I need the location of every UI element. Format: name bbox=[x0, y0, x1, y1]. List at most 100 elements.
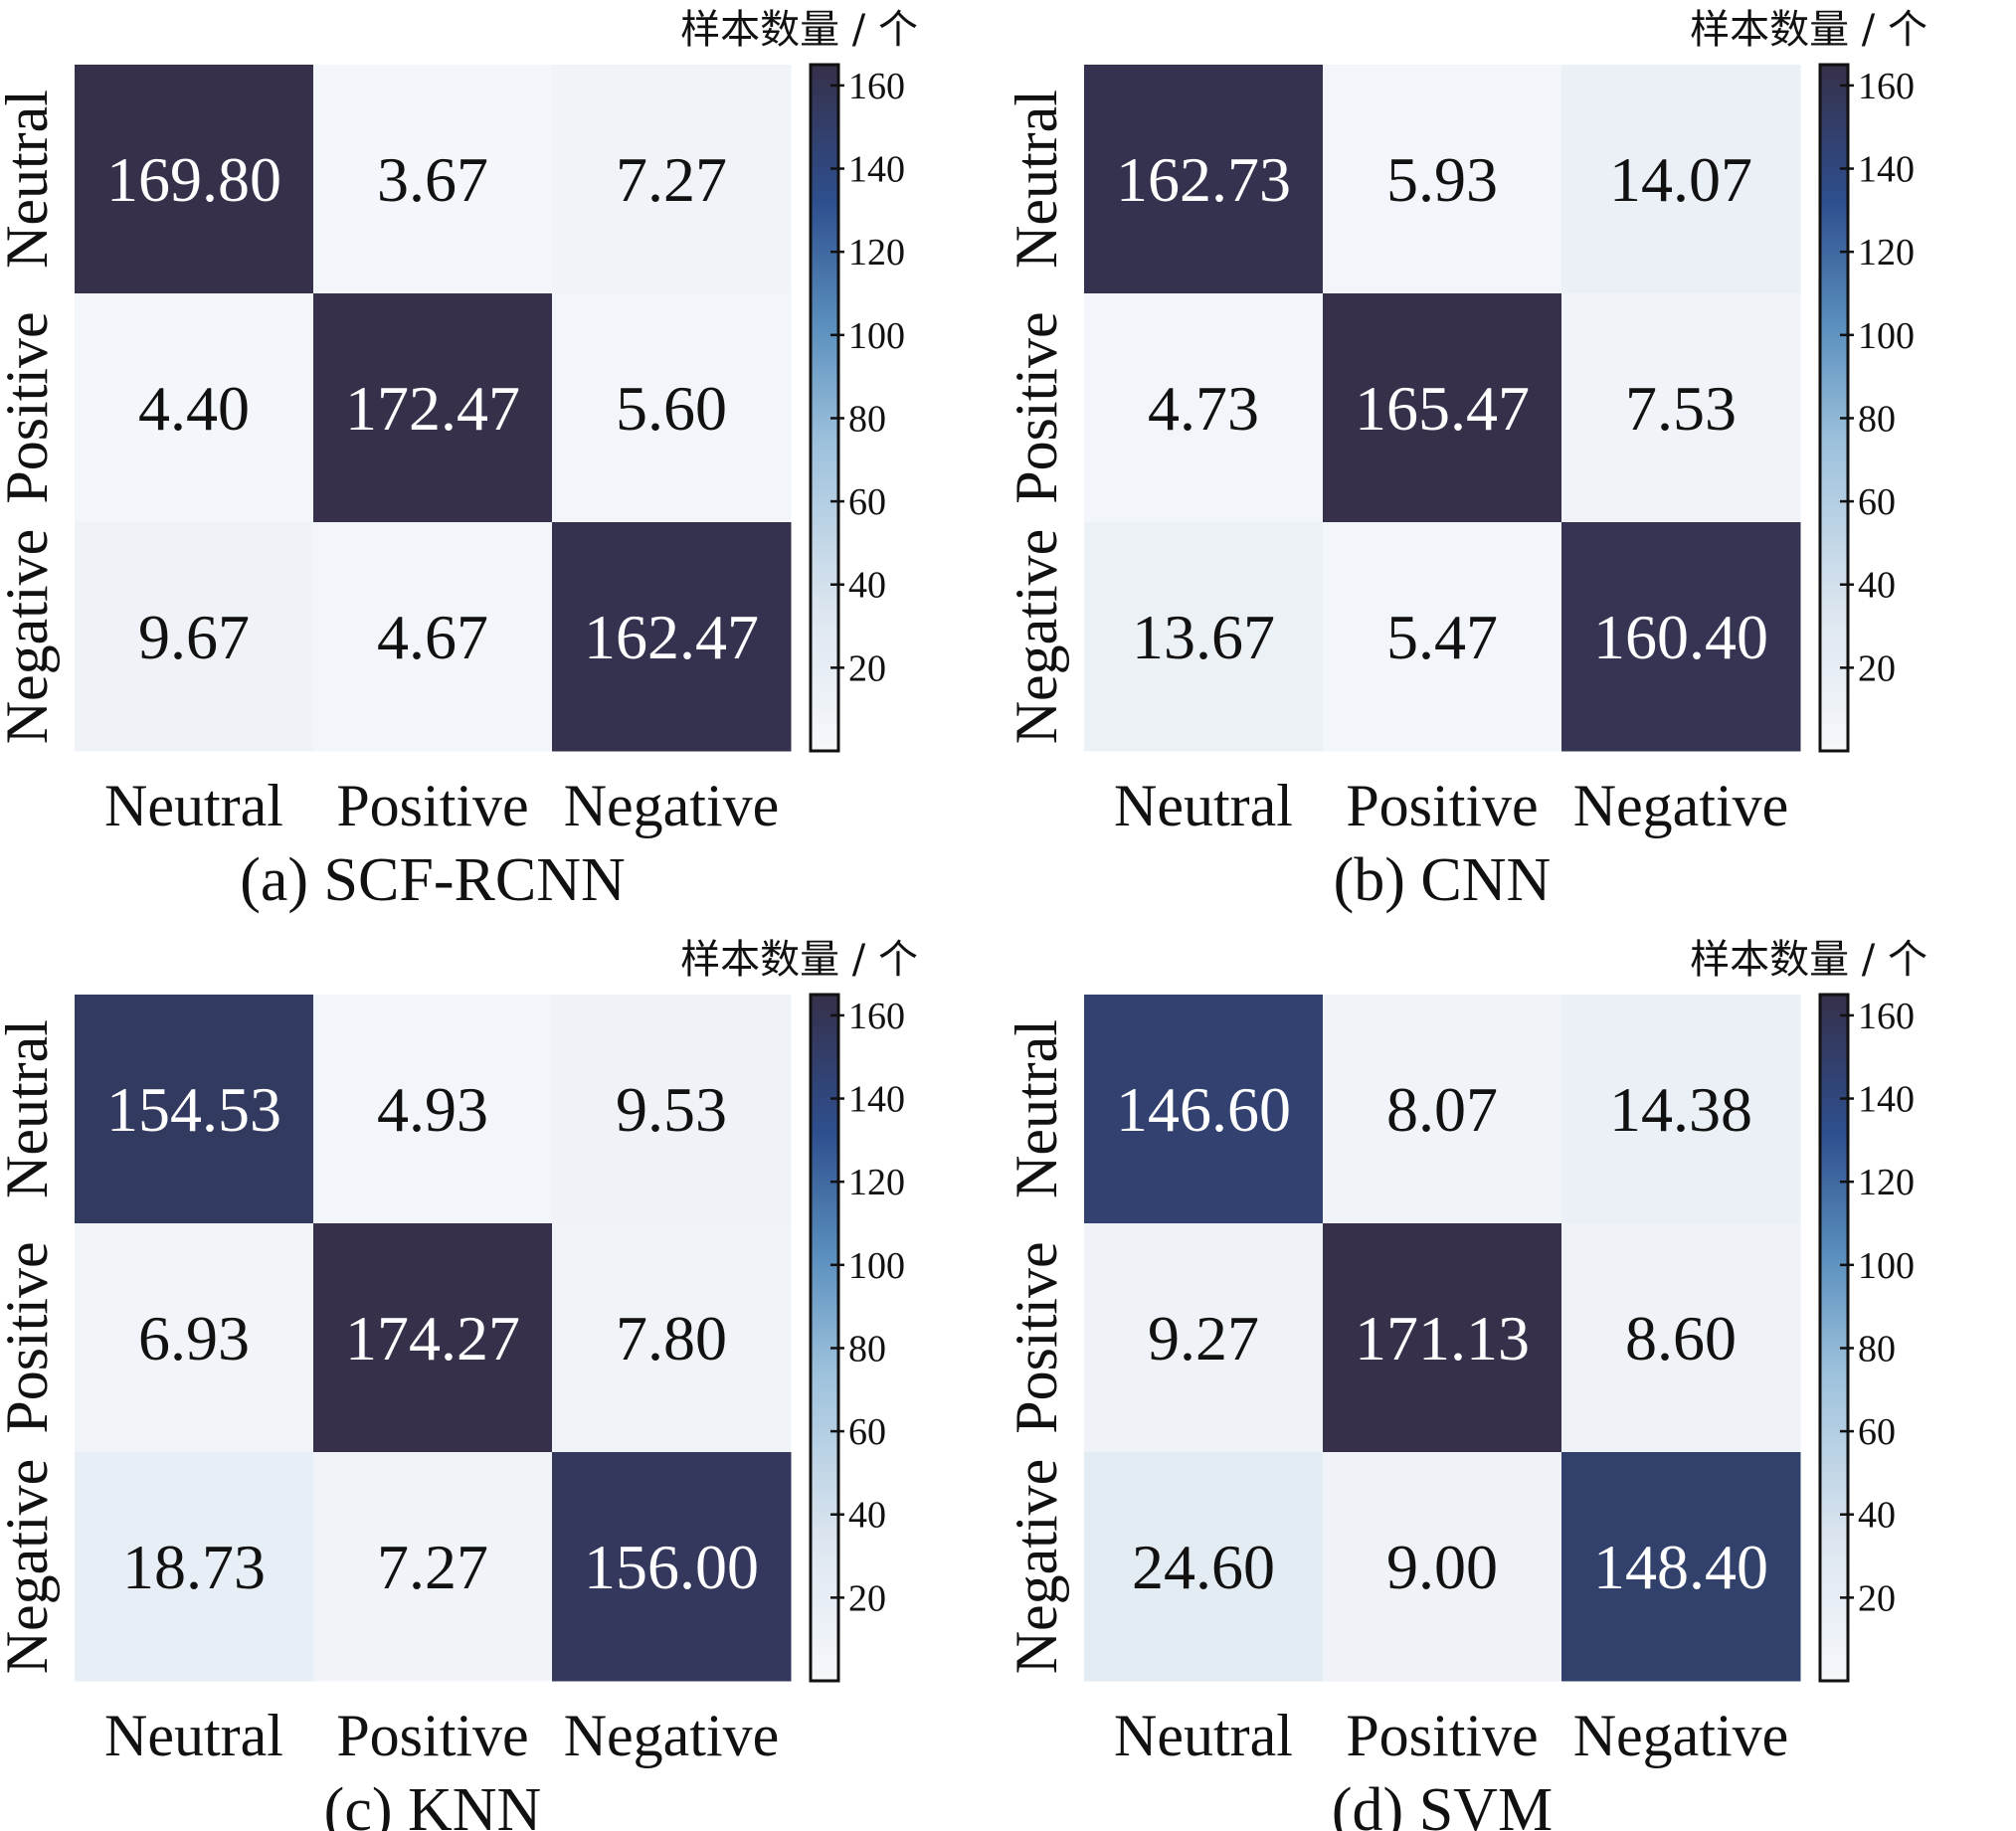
cell-value-label: 169.80 bbox=[106, 144, 281, 215]
colorbar-tick-label: 140 bbox=[1858, 149, 1915, 191]
cell-value-label: 14.07 bbox=[1609, 144, 1752, 215]
cell-value-label: 18.73 bbox=[122, 1532, 266, 1602]
matrix-cell bbox=[1323, 293, 1562, 523]
colorbar-unit-label: 样本数量 / 个 bbox=[1690, 937, 1927, 983]
matrix-cell bbox=[1561, 1223, 1801, 1453]
colorbar bbox=[809, 993, 840, 1683]
cell-value-label: 146.60 bbox=[1116, 1074, 1291, 1145]
matrix-cell bbox=[552, 1452, 792, 1682]
matrix-cell bbox=[1084, 1452, 1324, 1682]
confusion-matrix-panel-1: 169.80 3.67 7.27 4.40 172.47 5.60 9.67 4.67 162.… bbox=[0, 7, 918, 914]
subplot-caption: (a) SCF-RCNN bbox=[240, 846, 626, 914]
x-tick-label: Negative bbox=[1573, 773, 1789, 838]
y-tick-label: Negative bbox=[0, 1459, 60, 1675]
cell-value-label: 160.40 bbox=[1593, 602, 1768, 672]
colorbar-tick-label: 100 bbox=[1858, 315, 1915, 357]
cell-value-label: 14.38 bbox=[1609, 1074, 1752, 1145]
matrix-cell bbox=[1084, 1223, 1324, 1453]
colorbar-tick-label: 160 bbox=[1858, 66, 1915, 107]
colorbar-tick-label: 20 bbox=[1858, 647, 1896, 689]
x-tick-label: Negative bbox=[564, 1703, 780, 1768]
colorbar-tick-label: 40 bbox=[848, 565, 886, 607]
colorbar-tick-label: 40 bbox=[848, 1495, 886, 1537]
cell-value-label: 9.53 bbox=[616, 1074, 727, 1145]
colorbar-tick-label: 80 bbox=[1858, 398, 1896, 440]
matrix-cell bbox=[1561, 995, 1801, 1224]
colorbar-tick-label: 160 bbox=[1858, 996, 1915, 1037]
colorbar-tick-label: 100 bbox=[1858, 1245, 1915, 1287]
subplot-caption: (d) SVM bbox=[1332, 1776, 1553, 1831]
colorbar-tick-label: 100 bbox=[848, 315, 905, 357]
colorbar-tick-label: 160 bbox=[848, 996, 905, 1037]
matrix-cell bbox=[1323, 522, 1562, 752]
x-tick-label: Positive bbox=[1346, 773, 1538, 838]
colorbar-tick-label: 80 bbox=[1858, 1328, 1896, 1370]
matrix-cell bbox=[313, 1223, 553, 1453]
y-tick-label: Positive bbox=[0, 1241, 60, 1433]
cell-value-label: 13.67 bbox=[1132, 602, 1275, 672]
x-tick-label: Positive bbox=[336, 773, 528, 838]
cell-value-label: 4.93 bbox=[377, 1074, 488, 1145]
colorbar-tick-label: 120 bbox=[848, 232, 905, 274]
x-tick-label: Negative bbox=[1573, 1703, 1789, 1768]
cell-value-label: 24.60 bbox=[1132, 1532, 1275, 1602]
colorbar-tick-label: 120 bbox=[848, 1162, 905, 1203]
y-tick-label: Negative bbox=[1004, 529, 1069, 745]
matrix-cell bbox=[75, 995, 314, 1224]
matrix-cell bbox=[552, 1223, 792, 1453]
matrix-cell bbox=[1561, 1452, 1801, 1682]
matrix-cell bbox=[1561, 293, 1801, 523]
colorbar-tick-label: 140 bbox=[848, 1079, 905, 1121]
cell-value-label: 7.53 bbox=[1625, 373, 1737, 444]
matrix-cell bbox=[75, 1452, 314, 1682]
cell-value-label: 9.00 bbox=[1386, 1532, 1498, 1602]
colorbar-tick-label: 80 bbox=[848, 398, 886, 440]
cell-value-label: 5.60 bbox=[616, 373, 727, 444]
matrix-cell bbox=[75, 522, 314, 752]
x-tick-label: Neutral bbox=[104, 773, 283, 838]
y-tick-label: Neutral bbox=[1004, 1019, 1069, 1198]
confusion-matrix-panel-4: 146.60 8.07 14.38 9.27 171.13 8.60 24.60 9.00 14… bbox=[1004, 937, 1927, 1831]
y-tick-label: Negative bbox=[0, 529, 60, 745]
y-tick-label: Negative bbox=[1004, 1459, 1069, 1675]
subplot-caption: (c) KNN bbox=[324, 1776, 542, 1831]
cell-value-label: 7.80 bbox=[616, 1303, 727, 1373]
y-tick-label: Positive bbox=[0, 311, 60, 503]
cell-value-label: 148.40 bbox=[1593, 1532, 1768, 1602]
colorbar-tick-label: 100 bbox=[848, 1245, 905, 1287]
matrix-cell bbox=[313, 293, 553, 523]
matrix-cell bbox=[1323, 65, 1562, 294]
colorbar-tick-label: 120 bbox=[1858, 232, 1915, 274]
x-tick-label: Neutral bbox=[104, 1703, 283, 1768]
matrix-cell bbox=[1323, 995, 1562, 1224]
y-tick-label: Neutral bbox=[0, 90, 60, 269]
matrix-cell bbox=[1561, 522, 1801, 752]
colorbar-tick-label: 20 bbox=[848, 647, 886, 689]
confusion-matrix-panel-3: 154.53 4.93 9.53 6.93 174.27 7.80 18.73 7.27 156… bbox=[0, 937, 918, 1831]
colorbar-tick-label: 60 bbox=[848, 1411, 886, 1453]
cell-value-label: 165.47 bbox=[1355, 373, 1530, 444]
y-tick-label: Positive bbox=[1004, 311, 1069, 503]
matrix-cell bbox=[1084, 65, 1324, 294]
cell-value-label: 4.73 bbox=[1148, 373, 1259, 444]
cell-value-label: 162.73 bbox=[1116, 144, 1291, 215]
matrix-cell bbox=[313, 522, 553, 752]
cell-value-label: 154.53 bbox=[106, 1074, 281, 1145]
cell-value-label: 7.27 bbox=[616, 144, 727, 215]
cell-value-label: 8.07 bbox=[1386, 1074, 1498, 1145]
matrix-cell bbox=[1323, 1223, 1562, 1453]
colorbar-unit-label: 样本数量 / 个 bbox=[1690, 7, 1927, 53]
y-tick-label: Neutral bbox=[1004, 90, 1069, 269]
colorbar-tick-label: 40 bbox=[1858, 565, 1896, 607]
colorbar bbox=[1818, 63, 1850, 753]
colorbar-tick-label: 120 bbox=[1858, 1162, 1915, 1203]
colorbar bbox=[1818, 993, 1850, 1683]
colorbar-tick-label: 140 bbox=[848, 149, 905, 191]
cell-value-label: 6.93 bbox=[138, 1303, 250, 1373]
matrix-cell bbox=[313, 1452, 553, 1682]
colorbar-tick-label: 160 bbox=[848, 66, 905, 107]
cell-value-label: 162.47 bbox=[584, 602, 759, 672]
colorbar-tick-label: 20 bbox=[1858, 1577, 1896, 1619]
cell-value-label: 4.40 bbox=[138, 373, 250, 444]
